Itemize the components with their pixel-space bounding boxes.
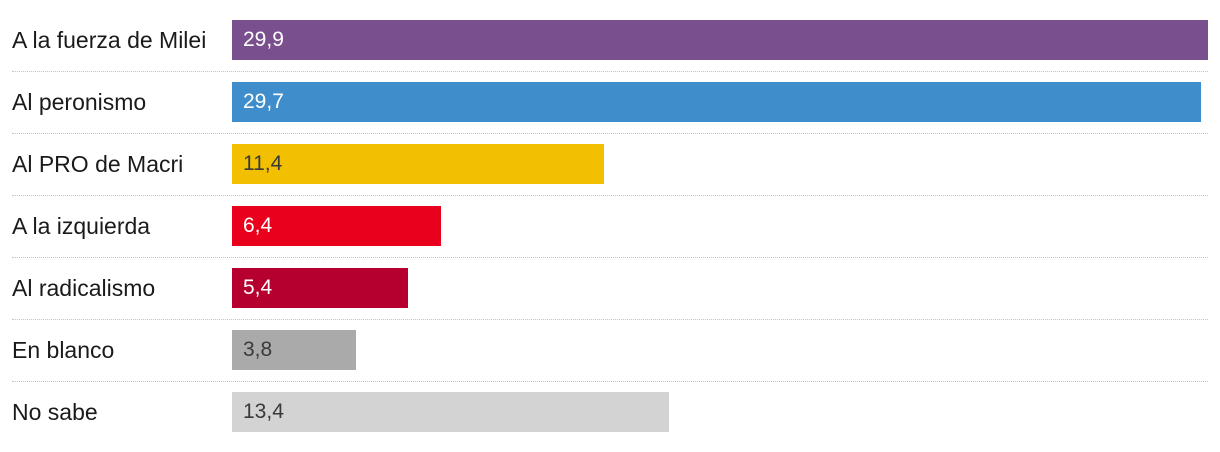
bar: 6,4 (232, 206, 441, 246)
row-divider (12, 133, 1208, 134)
row-divider (12, 195, 1208, 196)
row-divider (12, 257, 1208, 258)
bar-value-label: 11,4 (243, 152, 283, 175)
bar-value-label: 13,4 (243, 400, 284, 423)
bar-value-label: 6,4 (243, 214, 273, 237)
bar-value-label: 29,9 (243, 28, 284, 51)
category-label: A la izquierda (12, 213, 151, 239)
bar-value-label: 5,4 (243, 276, 273, 299)
bar-value-label: 29,7 (243, 90, 284, 113)
bar: 5,4 (232, 268, 408, 308)
row-divider (12, 381, 1208, 382)
category-label: Al PRO de Macri (12, 151, 184, 177)
row-divider (12, 319, 1208, 320)
bar: 29,9 (232, 20, 1208, 60)
category-label: Al radicalismo (12, 275, 156, 301)
row-divider (12, 71, 1208, 72)
bar-value-label: 3,8 (243, 338, 273, 361)
bar: 13,4 (232, 392, 669, 432)
bar: 3,8 (232, 330, 356, 370)
bar: 29,7 (232, 82, 1201, 122)
bar: 11,4 (232, 144, 604, 184)
category-label: En blanco (12, 337, 115, 363)
category-label: A la fuerza de Milei (12, 27, 207, 53)
category-label: No sabe (12, 399, 98, 425)
category-label: Al peronismo (12, 89, 147, 115)
